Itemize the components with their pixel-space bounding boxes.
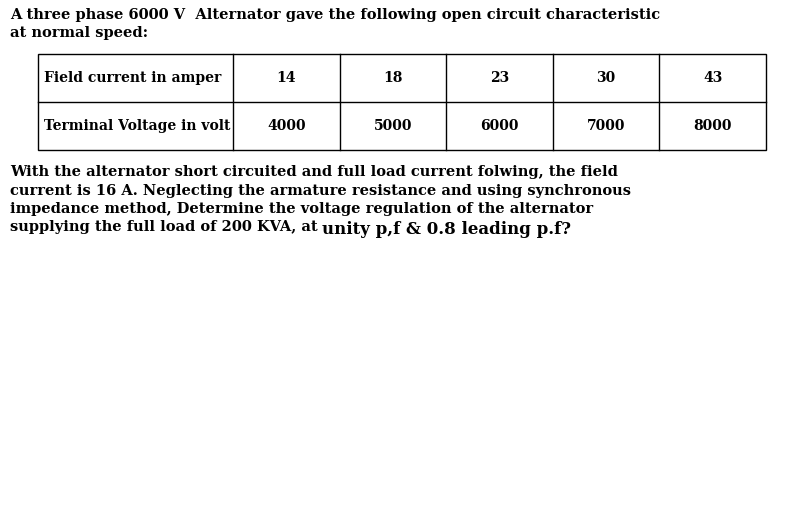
Text: 14: 14: [277, 71, 296, 85]
Text: Field current in amper: Field current in amper: [44, 71, 222, 85]
Text: With the alternator short circuited and full load current folwing, the field: With the alternator short circuited and …: [10, 165, 618, 179]
Text: Terminal Voltage in volt: Terminal Voltage in volt: [44, 119, 230, 133]
Text: 18: 18: [383, 71, 402, 85]
Text: 4000: 4000: [267, 119, 306, 133]
Text: current is 16 A. Neglecting the armature resistance and using synchronous: current is 16 A. Neglecting the armature…: [10, 184, 631, 198]
Text: 8000: 8000: [694, 119, 732, 133]
Text: 5000: 5000: [374, 119, 412, 133]
Text: 6000: 6000: [480, 119, 518, 133]
Bar: [38, 54, 766, 150]
Text: impedance method, Determine the voltage regulation of the alternator: impedance method, Determine the voltage …: [10, 202, 593, 216]
Text: A three phase 6000 V  Alternator gave the following open circuit characteristic: A three phase 6000 V Alternator gave the…: [10, 8, 660, 22]
Text: 23: 23: [490, 71, 509, 85]
Text: 30: 30: [597, 71, 616, 85]
Text: 7000: 7000: [587, 119, 626, 133]
Text: at normal speed:: at normal speed:: [10, 26, 148, 40]
Text: supplying the full load of 200 KVA, at: supplying the full load of 200 KVA, at: [10, 220, 328, 235]
Text: unity p,f & 0.8 leading p.f?: unity p,f & 0.8 leading p.f?: [322, 220, 571, 237]
Text: 43: 43: [703, 71, 722, 85]
